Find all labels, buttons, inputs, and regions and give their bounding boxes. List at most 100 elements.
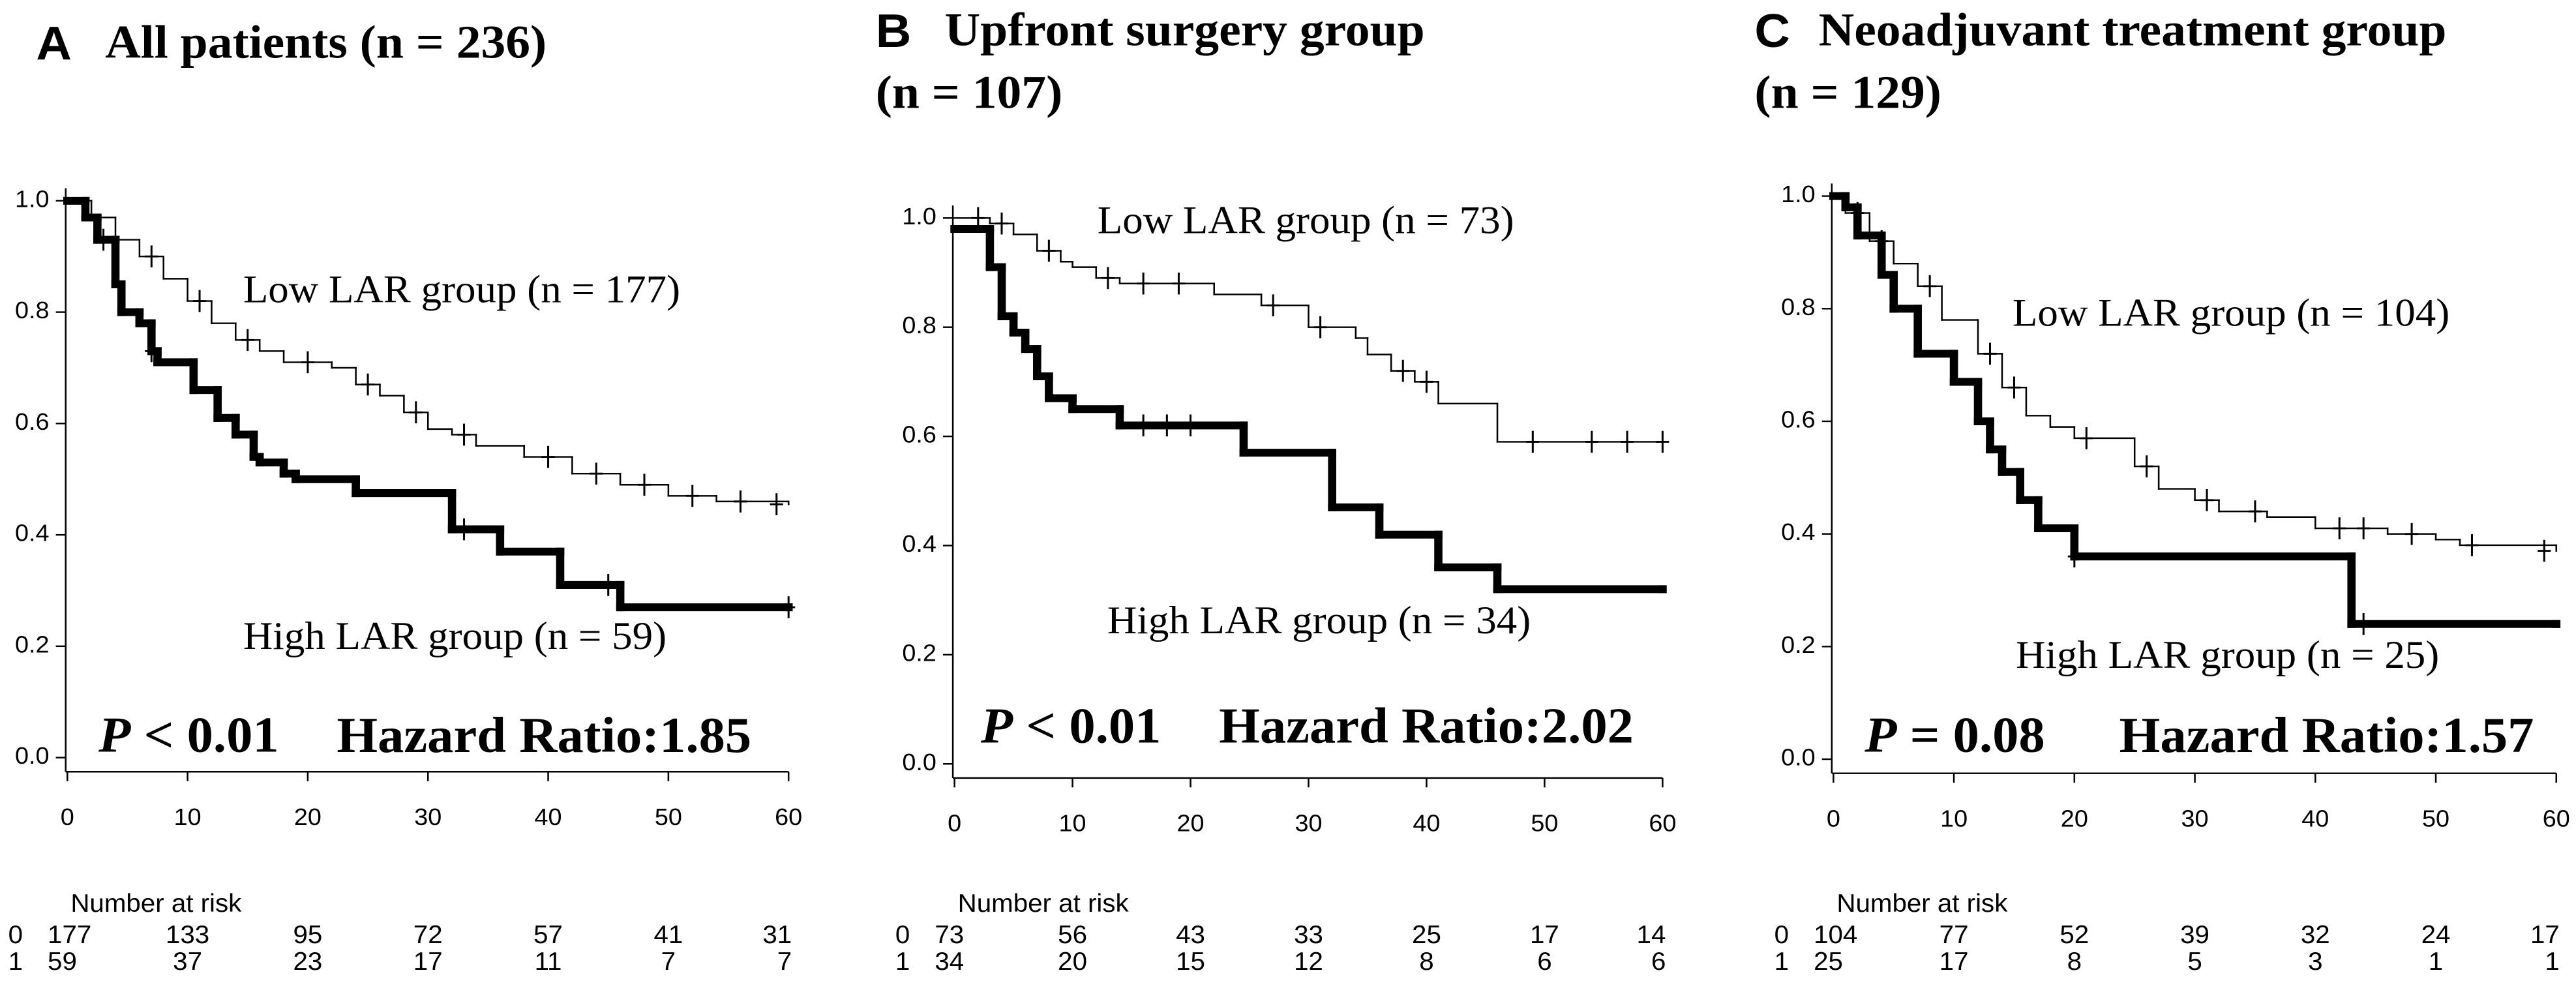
censor-mark	[734, 490, 747, 513]
x-tick-label: 20	[2061, 805, 2088, 832]
risk-row-label: 0	[1775, 921, 1789, 949]
risk-value: 17	[1939, 948, 1969, 976]
censor-mark	[1983, 342, 1997, 365]
risk-value: 39	[2180, 921, 2209, 949]
x-tick-label: 60	[775, 804, 802, 830]
censor-mark	[637, 473, 651, 496]
risk-value: 7	[777, 948, 792, 976]
x-tick-label: 10	[174, 804, 202, 830]
x-tick-label: 50	[1531, 810, 1558, 836]
censor-mark	[995, 212, 1009, 235]
x-tick-label: 50	[655, 804, 682, 830]
risk-value: 56	[1058, 921, 1087, 949]
risk-title: Number at risk	[70, 890, 241, 918]
risk-value: 72	[413, 921, 443, 949]
risk-value: 133	[166, 921, 209, 949]
censor-mark	[457, 518, 471, 541]
censor-mark	[1101, 267, 1115, 290]
censor-mark	[2357, 517, 2371, 539]
hazard-ratio: Hazard Ratio:1.85	[337, 708, 751, 763]
risk-value: 3	[2308, 948, 2322, 976]
panel-title: Upfront surgery group	[945, 3, 1425, 55]
censor-mark	[241, 329, 254, 352]
risk-value: 57	[533, 921, 563, 949]
risk-value: 17	[2530, 921, 2560, 949]
censor-mark	[1656, 430, 1670, 453]
risk-value: 104	[1814, 921, 1857, 949]
censor-mark	[1923, 275, 1937, 297]
x-tick-label: 30	[414, 804, 442, 830]
risk-value: 52	[2059, 921, 2089, 949]
risk-value: 31	[762, 921, 792, 949]
risk-value: 177	[48, 921, 91, 949]
risk-value: 33	[1294, 921, 1323, 949]
censor-mark	[1266, 294, 1280, 317]
censor-mark	[2200, 489, 2214, 511]
risk-value: 23	[293, 948, 323, 976]
x-tick-label: 30	[1295, 810, 1322, 836]
censor-mark	[2067, 545, 2081, 568]
censor-mark	[2007, 376, 2021, 399]
hazard-ratio: Hazard Ratio:2.02	[1219, 699, 1634, 754]
curve-label: High LAR group (n = 34)	[1107, 599, 1531, 642]
x-tick-label: 20	[1177, 810, 1205, 836]
censor-mark	[2405, 522, 2419, 545]
censor-mark	[601, 574, 615, 596]
x-tick-label: 50	[2422, 805, 2449, 832]
censor-mark	[2538, 539, 2551, 562]
censor-mark	[2357, 612, 2371, 635]
censor-mark	[1137, 272, 1150, 295]
censor-mark	[301, 351, 314, 374]
risk-title: Number at risk	[958, 890, 1129, 918]
risk-value: 25	[1412, 921, 1441, 949]
curve-label: High LAR group (n = 25)	[2016, 633, 2439, 676]
risk-value: 1	[2429, 948, 2443, 976]
risk-row-label: 1	[8, 948, 23, 976]
y-tick-label: 0.0	[902, 749, 936, 775]
y-tick-label: 0.4	[902, 531, 936, 557]
risk-value: 15	[1176, 948, 1205, 976]
panel-title: (n = 129)	[1754, 66, 1941, 118]
risk-value: 32	[2301, 921, 2330, 949]
censor-mark	[1184, 414, 1197, 437]
km-curve	[1829, 192, 2561, 635]
censor-mark	[1526, 430, 1540, 453]
censor-mark	[770, 493, 783, 515]
km-curve	[63, 196, 796, 618]
risk-row-label: 1	[1775, 948, 1789, 976]
risk-value: 8	[2067, 948, 2082, 976]
x-tick-label: 60	[1649, 810, 1676, 836]
censor-mark	[1620, 430, 1634, 453]
y-tick-label: 0.2	[15, 631, 50, 657]
risk-value: 73	[935, 921, 964, 949]
censor-mark	[590, 462, 603, 485]
risk-row-label: 0	[8, 921, 23, 949]
x-tick-label: 30	[2181, 805, 2209, 832]
y-tick-label: 1.0	[15, 186, 50, 212]
hazard-ratio: Hazard Ratio:1.57	[2119, 708, 2534, 763]
y-tick-label: 1.0	[902, 203, 936, 230]
censor-mark	[2465, 534, 2479, 556]
p-symbol: P	[1864, 708, 1897, 763]
panel-letter: A	[36, 17, 72, 70]
y-tick-label: 0.8	[902, 312, 936, 338]
censor-mark	[2248, 500, 2262, 522]
censor-mark	[1585, 430, 1598, 453]
y-tick-label: 1.0	[1781, 181, 1816, 207]
risk-value: 8	[1419, 948, 1433, 976]
risk-value: 43	[1176, 921, 1205, 949]
curve-label: High LAR group (n = 59)	[243, 614, 666, 657]
y-tick-label: 0.6	[902, 421, 936, 447]
risk-value: 14	[1637, 921, 1666, 949]
x-tick-label: 10	[1940, 805, 1968, 832]
x-tick-label: 60	[2543, 805, 2570, 832]
panel-title: (n = 107)	[876, 66, 1063, 118]
risk-value: 41	[653, 921, 683, 949]
risk-value: 11	[535, 948, 562, 976]
y-tick-label: 0.6	[15, 409, 50, 435]
panel-letter: C	[1754, 5, 1790, 57]
risk-row-label: 1	[895, 948, 910, 976]
p-value: P < 0.01	[980, 699, 1161, 754]
y-tick-label: 0.2	[1781, 632, 1816, 658]
